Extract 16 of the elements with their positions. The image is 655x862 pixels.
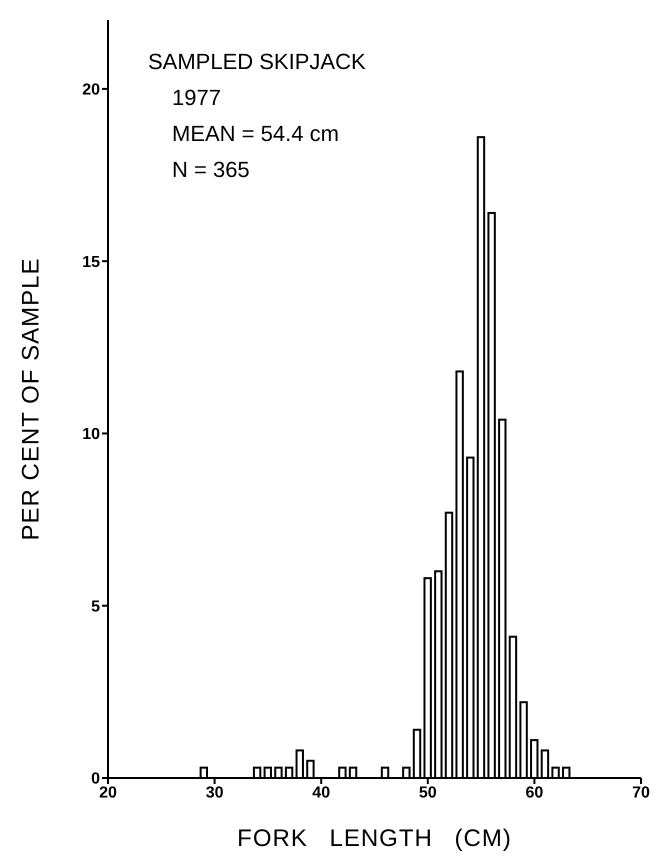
x-axis-title: FORK LENGTH (CM): [237, 825, 512, 852]
y-tick-label: 20: [82, 82, 100, 99]
annotation: N = 365: [171, 156, 251, 184]
y-tick-label: 15: [82, 254, 100, 271]
text: SAMPLED SKIPJACK: [148, 48, 366, 76]
x-tick-label: 60: [526, 784, 544, 802]
text: 1977: [171, 84, 222, 112]
y-tick-label: 0: [91, 770, 100, 788]
x-tick-label: 30: [206, 784, 224, 802]
y-tick-label: 5: [91, 598, 100, 616]
annotation: MEAN = 54.4 cm: [171, 120, 340, 148]
y-axis-title: PER CENT OF SAMPLE: [18, 258, 45, 540]
x-tick-label: 50: [418, 784, 437, 802]
x-tick-label: 40: [312, 784, 330, 802]
x-tick-label: 70: [632, 784, 650, 802]
y-tick-label: 10: [82, 426, 100, 444]
